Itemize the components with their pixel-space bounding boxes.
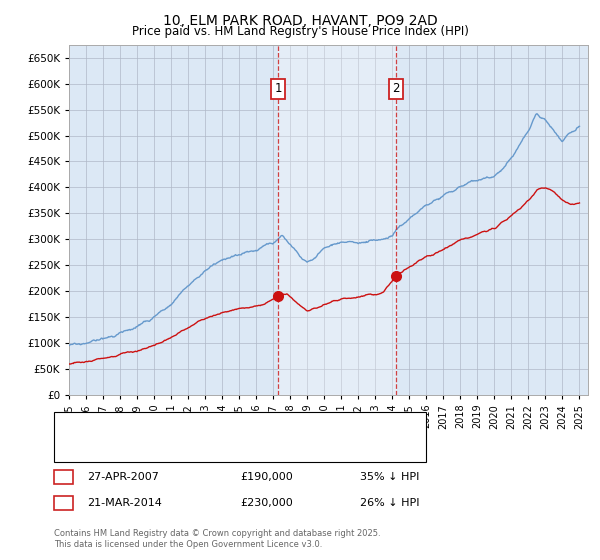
Text: 2: 2	[392, 82, 400, 95]
Text: 27-APR-2007: 27-APR-2007	[87, 472, 159, 482]
Text: 26% ↓ HPI: 26% ↓ HPI	[360, 498, 419, 508]
Text: 10, ELM PARK ROAD, HAVANT, PO9 2AD (detached house): 10, ELM PARK ROAD, HAVANT, PO9 2AD (deta…	[101, 421, 401, 431]
Text: £230,000: £230,000	[240, 498, 293, 508]
Bar	[278, 45, 396, 395]
Text: 10, ELM PARK ROAD, HAVANT, PO9 2AD: 10, ELM PARK ROAD, HAVANT, PO9 2AD	[163, 14, 437, 28]
Text: 1: 1	[60, 472, 67, 482]
Text: £190,000: £190,000	[240, 472, 293, 482]
Text: 2: 2	[60, 498, 67, 508]
Text: 35% ↓ HPI: 35% ↓ HPI	[360, 472, 419, 482]
Text: 1: 1	[275, 82, 282, 95]
Text: Price paid vs. HM Land Registry's House Price Index (HPI): Price paid vs. HM Land Registry's House …	[131, 25, 469, 38]
Text: Contains HM Land Registry data © Crown copyright and database right 2025.
This d: Contains HM Land Registry data © Crown c…	[54, 529, 380, 549]
Text: HPI: Average price, detached house, Havant: HPI: Average price, detached house, Hava…	[101, 443, 331, 453]
Text: 21-MAR-2014: 21-MAR-2014	[87, 498, 162, 508]
